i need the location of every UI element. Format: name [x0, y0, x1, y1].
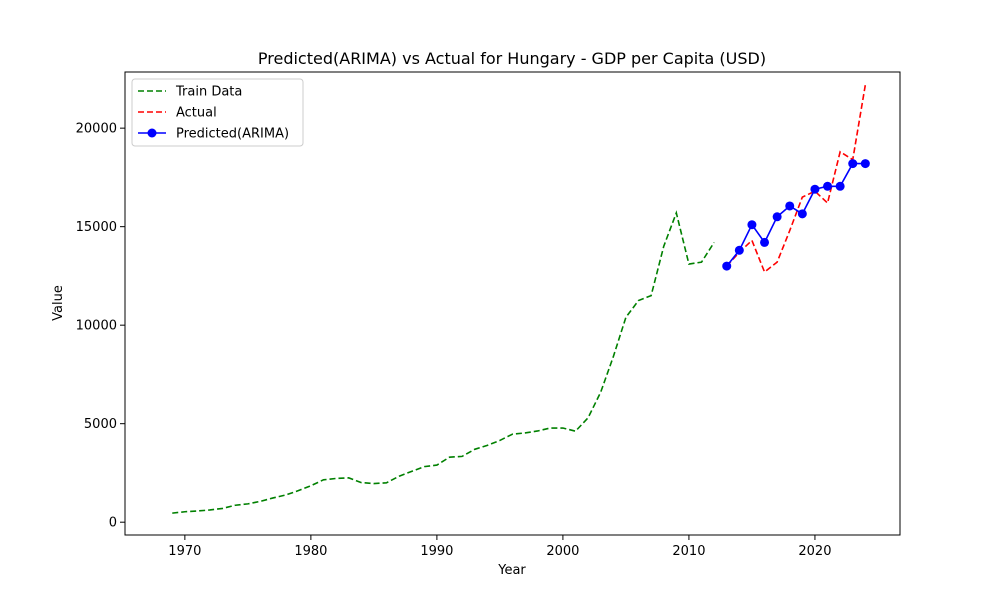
- y-axis-label: Value: [51, 285, 66, 321]
- x-tick-label: 2010: [672, 544, 705, 559]
- y-axis: 0 5000 10000 15000 20000: [76, 122, 125, 531]
- series-line-train-data: [172, 210, 715, 514]
- data-point: [810, 184, 820, 194]
- legend: Train Data Actual Predicted(ARIMA): [131, 78, 304, 147]
- data-point: [772, 212, 782, 222]
- x-tick-label: 2020: [798, 544, 831, 559]
- x-tick-label: 1980: [294, 544, 327, 559]
- legend-label: Actual: [176, 106, 217, 121]
- legend-box: [131, 78, 304, 147]
- data-point: [860, 159, 870, 169]
- data-point: [734, 245, 744, 255]
- x-tick-label: 1970: [168, 544, 201, 559]
- data-point: [797, 209, 807, 219]
- x-tick-label: 2000: [546, 544, 579, 559]
- plot-area: [172, 84, 870, 514]
- data-point: [747, 220, 757, 230]
- y-tick-label: 10000: [76, 319, 117, 334]
- data-point: [848, 159, 858, 169]
- legend-marker: [147, 128, 157, 138]
- y-tick-label: 0: [109, 516, 117, 531]
- chart-title: Predicted(ARIMA) vs Actual for Hungary -…: [258, 49, 766, 68]
- data-point: [722, 261, 732, 271]
- y-tick-label: 15000: [76, 220, 117, 235]
- x-axis: 1970 1980 1990 2000 2010 2020: [168, 535, 831, 559]
- series-line-actual: [726, 84, 867, 274]
- y-tick-label: 5000: [84, 417, 117, 432]
- data-point: [823, 181, 833, 191]
- data-point: [835, 181, 845, 191]
- legend-label: Predicted(ARIMA): [176, 127, 289, 142]
- data-point: [760, 237, 770, 247]
- y-tick-label: 20000: [76, 122, 117, 137]
- x-axis-label: Year: [497, 563, 526, 578]
- x-tick-label: 1990: [420, 544, 453, 559]
- legend-label: Train Data: [175, 85, 242, 100]
- data-point: [785, 201, 795, 211]
- axes-frame: [124, 71, 901, 536]
